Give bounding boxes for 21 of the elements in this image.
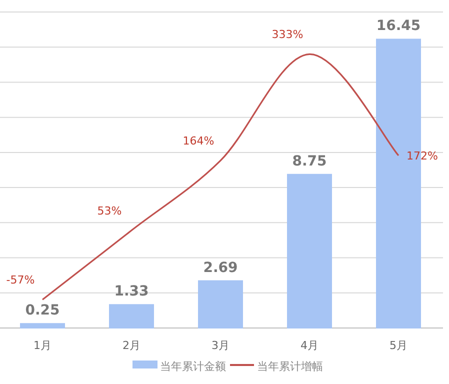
data-label: -57% — [6, 274, 35, 287]
data-label: 53% — [97, 204, 122, 218]
data-label: 1.33 — [114, 284, 149, 300]
x-tick-label: 4月 — [300, 339, 318, 352]
x-tick-label: 3月 — [212, 339, 230, 352]
data-label: 172% — [406, 150, 438, 163]
bar — [287, 174, 332, 328]
bar — [20, 323, 65, 328]
legend-label: 当年累计金额 — [160, 360, 226, 373]
data-label: 8.75 — [292, 153, 327, 170]
data-label: 164% — [182, 134, 214, 148]
data-label: 16.45 — [376, 18, 421, 34]
data-label: 2.69 — [203, 260, 238, 276]
legend-label: 当年累计增幅 — [257, 360, 323, 373]
bar — [198, 280, 243, 328]
bar — [109, 304, 154, 328]
x-tick-label: 5月 — [390, 339, 408, 352]
data-label: 333% — [272, 28, 304, 42]
data-label: 0.25 — [25, 302, 60, 319]
x-tick-label: 1月 — [34, 339, 52, 352]
x-tick-label: 2月 — [122, 339, 140, 352]
